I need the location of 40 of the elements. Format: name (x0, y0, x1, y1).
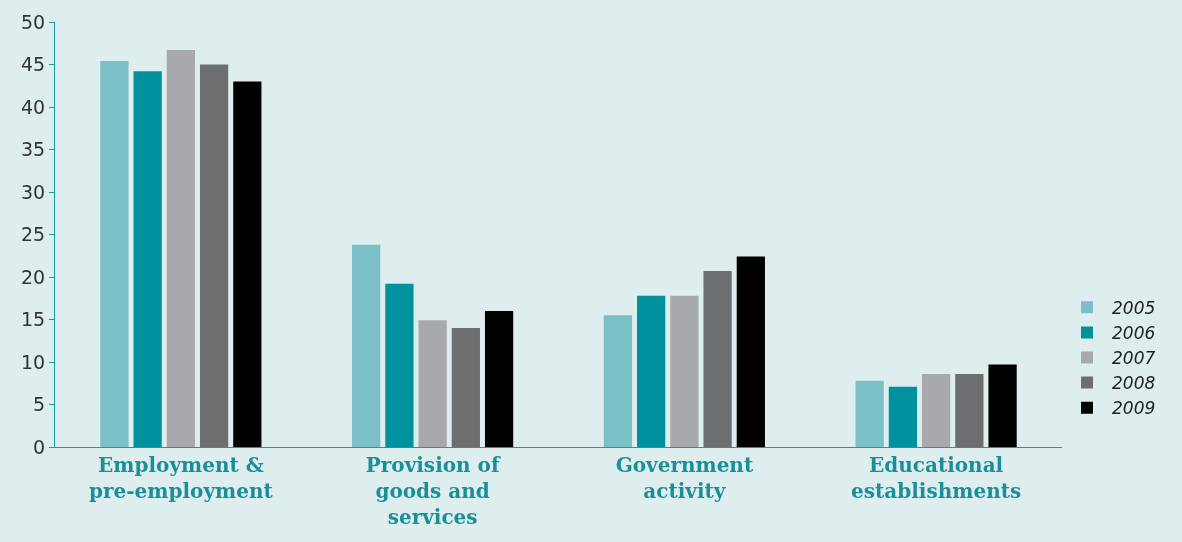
bar (888, 386, 918, 447)
legend-label: 2007 (1112, 348, 1156, 369)
bar (199, 64, 229, 447)
y-tick-label: 30 (21, 180, 46, 203)
y-tick-label: 45 (21, 53, 46, 76)
bar (988, 364, 1017, 447)
bar (352, 244, 381, 447)
bar (637, 295, 666, 447)
bar (100, 61, 129, 447)
bar (736, 256, 765, 447)
legend-label: 2006 (1112, 323, 1156, 344)
x-tick-label: Employment & pre-employment (89, 453, 274, 503)
bar (451, 328, 480, 447)
y-tick-label: 5 (33, 393, 46, 416)
legend-label: 2005 (1112, 297, 1156, 318)
y-tick-label: 50 (21, 10, 46, 33)
bar (955, 373, 984, 447)
legend-label: 2009 (1112, 398, 1156, 419)
legend-label: 2008 (1112, 373, 1156, 394)
bar (603, 315, 633, 447)
x-tick-label: Provision of goods and services (365, 453, 501, 529)
y-tick-label: 15 (21, 308, 46, 331)
bar (670, 295, 699, 447)
bar (166, 50, 195, 447)
y-tick-label: 20 (21, 265, 46, 288)
y-tick-label: 35 (21, 138, 46, 161)
bar (233, 81, 262, 447)
y-tick-label: 10 (21, 350, 46, 373)
y-tick-label: 25 (21, 223, 46, 246)
bar (385, 283, 414, 447)
x-tick-label: Government activity (615, 453, 754, 503)
bar (855, 380, 884, 447)
bar (703, 271, 732, 447)
y-tick-label: 0 (33, 435, 46, 458)
bar (922, 373, 951, 447)
x-tick-label: Educational establishments (851, 453, 1022, 503)
bar (418, 320, 447, 447)
bar (484, 311, 514, 447)
y-tick-label: 40 (21, 95, 46, 118)
bar (133, 71, 162, 447)
